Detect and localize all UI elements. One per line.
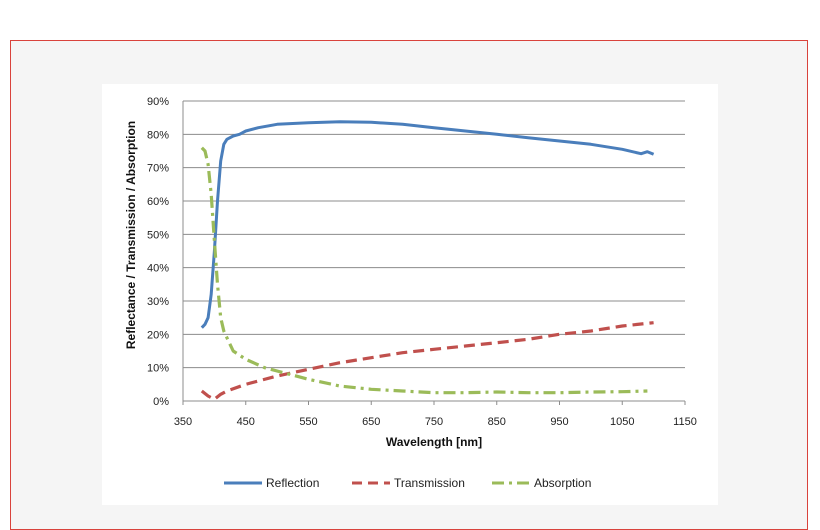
y-tick-label: 40% — [147, 263, 169, 275]
y-tick-label: 90% — [147, 96, 169, 108]
series-reflection — [200, 120, 655, 329]
legend: Reflection Transmission Absorption — [224, 476, 591, 490]
x-tick-label: 550 — [299, 416, 317, 428]
gridlines — [183, 100, 685, 402]
x-axis-title: Wavelength [nm] — [386, 435, 482, 449]
x-tick-label: 350 — [174, 416, 192, 428]
series-lines — [200, 120, 655, 401]
x-tick-label: 1150 — [673, 416, 697, 428]
y-tick-label: 80% — [147, 129, 169, 141]
line-chart: 0% 10% 20% 30% 40% 50% 60% 70% 80% 90% 350 450 550 65… — [124, 96, 697, 490]
y-tick-label: 70% — [147, 163, 169, 175]
y-tick-label: 20% — [147, 329, 169, 341]
axes: 0% 10% 20% 30% 40% 50% 60% 70% 80% 90% 350 450 550 65… — [147, 96, 697, 428]
y-tick-label: 10% — [147, 363, 169, 375]
series-transmission — [200, 321, 654, 401]
x-tick-label: 950 — [550, 416, 568, 428]
y-axis-title: Reflectance / Transmission / Absorption — [124, 121, 138, 349]
y-tick-label: 0% — [153, 396, 169, 408]
series-absorption — [200, 146, 648, 395]
y-tick-label: 30% — [147, 296, 169, 308]
x-tick-label: 750 — [425, 416, 443, 428]
legend-label-transmission: Transmission — [394, 476, 465, 490]
legend-label-reflection: Reflection — [266, 476, 319, 490]
y-tick-label: 50% — [147, 229, 169, 241]
x-tick-label: 450 — [237, 416, 255, 428]
x-tick-label: 850 — [488, 416, 506, 428]
legend-label-absorption: Absorption — [534, 476, 591, 490]
x-tick-label: 1050 — [610, 416, 634, 428]
y-tick-label: 60% — [147, 196, 169, 208]
x-tick-label: 650 — [362, 416, 380, 428]
